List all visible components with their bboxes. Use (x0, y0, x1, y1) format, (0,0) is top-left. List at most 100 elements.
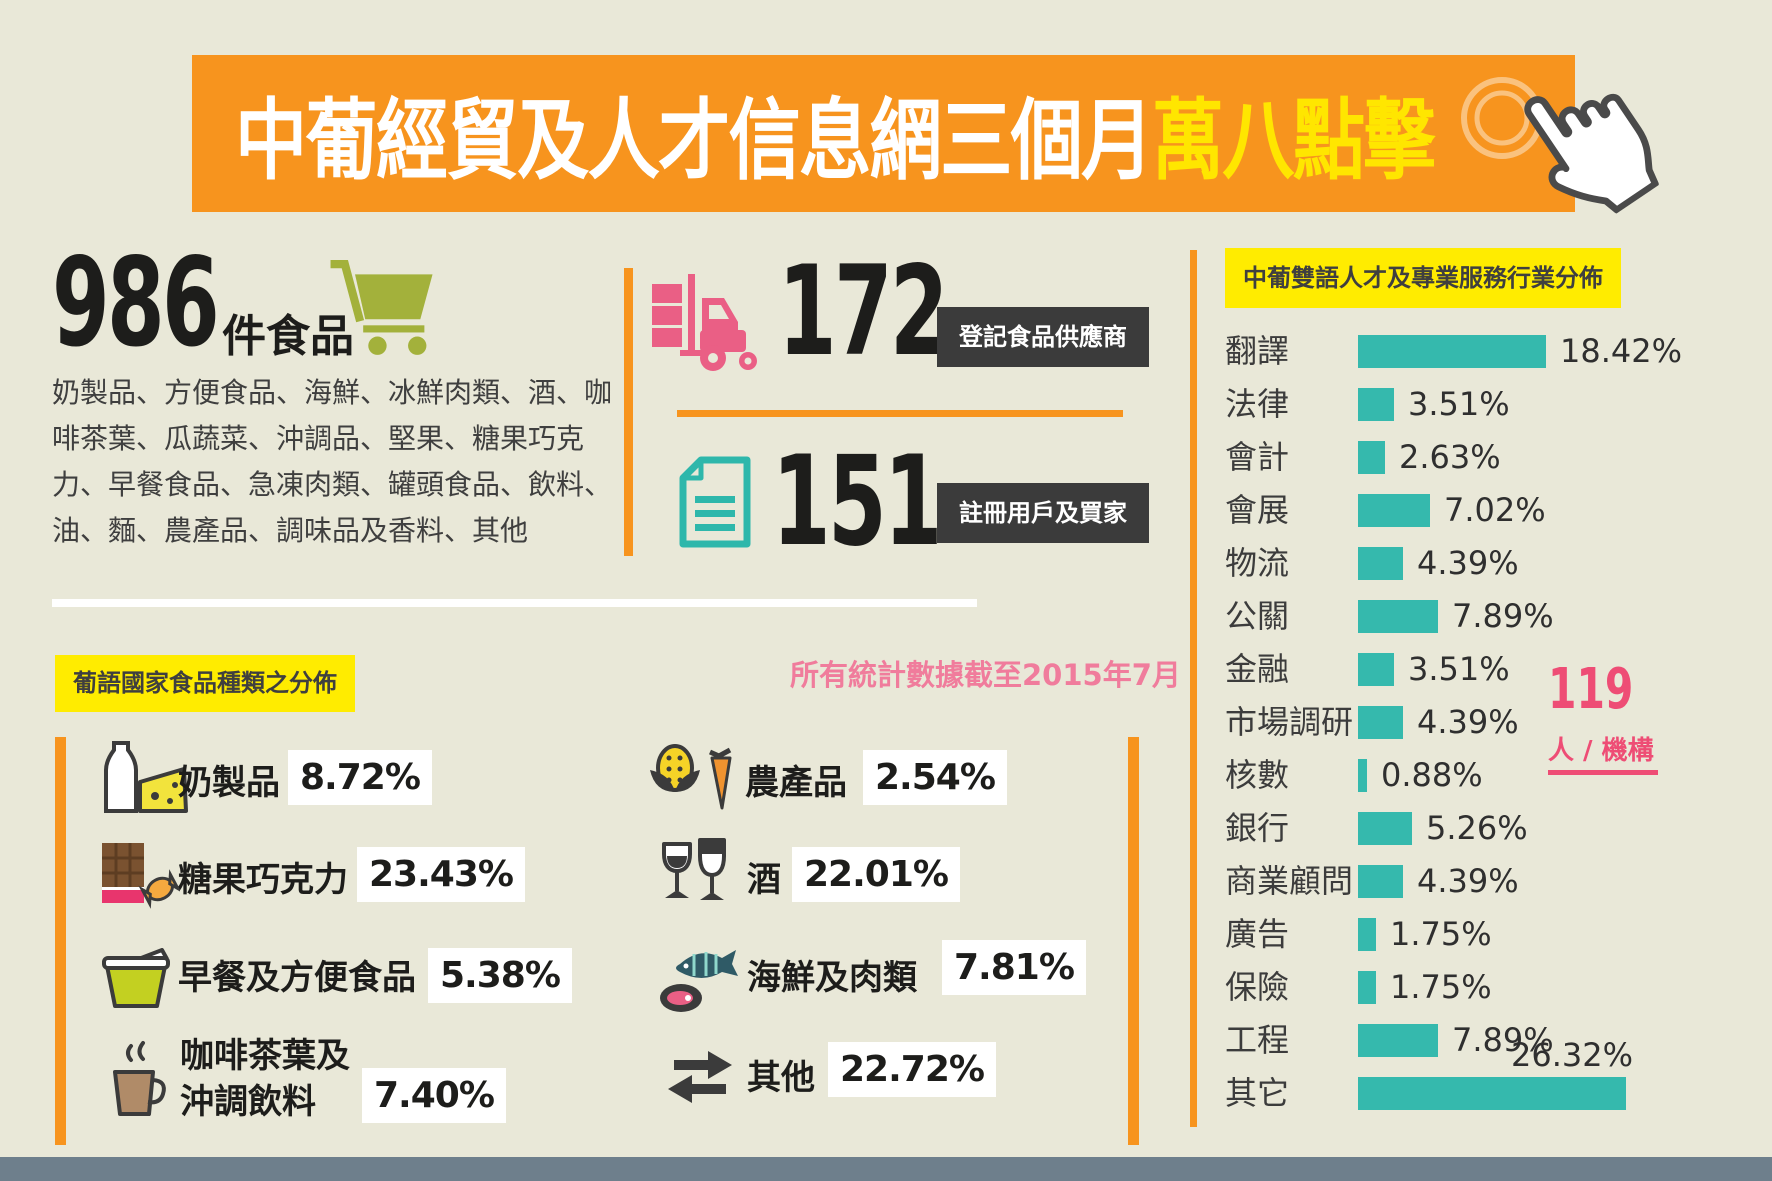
industry-row: 會計 2.63% (1225, 438, 1772, 476)
industry-chart-title: 中葡雙語人才及專業服務行業分佈 (1225, 248, 1621, 308)
industry-row: 市場調研 4.39% (1225, 703, 1772, 741)
suppliers-badge: 登記食品供應商 (937, 307, 1149, 367)
industry-category-label: 商業顧問 (1225, 862, 1354, 900)
industry-row: 會展 7.02% (1225, 491, 1772, 529)
food-item-label: 其他 (747, 1058, 815, 1098)
industry-value-label: 4.39% (1417, 703, 1519, 741)
shopping-cart-icon (330, 260, 433, 355)
industry-value-label: 18.42% (1560, 332, 1683, 370)
industry-category-label: 公關 (1225, 597, 1290, 635)
food-item-value: 22.01% (792, 847, 960, 902)
chocolate-candy-icon (102, 843, 180, 909)
industry-bar (1358, 441, 1385, 474)
food-item-label: 咖啡茶葉及沖調飲料 (180, 1036, 350, 1122)
food-item-value: 23.43% (357, 847, 525, 902)
food-item-value: 7.81% (942, 940, 1086, 995)
industry-category-label: 廣告 (1225, 915, 1290, 953)
page-title-main: 中葡經貿及人才信息網三個月 (235, 89, 1153, 192)
industry-category-label: 銀行 (1225, 809, 1290, 847)
industry-bar (1358, 547, 1403, 580)
food-item-label: 奶製品 (178, 763, 280, 803)
industry-row: 其它 26.32% (1225, 1037, 1772, 1112)
industry-bar (1358, 335, 1546, 368)
food-item-value: 22.72% (828, 1042, 996, 1097)
food-item-value: 7.40% (362, 1068, 506, 1123)
industry-bar (1358, 600, 1438, 633)
industry-value-label: 5.26% (1426, 809, 1528, 847)
industry-bar (1358, 918, 1376, 951)
industry-bar (1358, 706, 1403, 739)
document-icon (679, 456, 751, 548)
food-item-label: 酒 (747, 860, 781, 900)
industry-value-label: 7.02% (1444, 491, 1546, 529)
industry-row: 公關 7.89% (1225, 597, 1772, 635)
industry-section-border (1190, 250, 1197, 1127)
users-badge: 註冊用戶及買家 (937, 483, 1149, 543)
industry-category-label: 保險 (1225, 968, 1290, 1006)
industry-category-label: 會展 (1225, 491, 1290, 529)
seafood-meat-icon (660, 950, 738, 1012)
industry-value-label: 7.89% (1452, 597, 1554, 635)
industry-total-underline (1548, 770, 1658, 775)
industry-bar (1358, 1077, 1626, 1110)
divider-horizontal-orange (677, 410, 1123, 417)
users-count: 151 (772, 430, 943, 574)
transfer-arrows-icon (668, 1051, 732, 1103)
food-item-label: 糖果巧克力 (178, 860, 348, 900)
industry-bar (1358, 971, 1376, 1004)
industry-bar (1358, 865, 1403, 898)
divider-horizontal-white (52, 599, 977, 607)
industry-bar (1358, 494, 1430, 527)
food-items-description: 奶製品、方便食品、海鮮、冰鮮肉類、酒、咖啡茶葉、瓜蔬菜、沖調品、堅果、糖果巧克力… (52, 376, 613, 547)
industry-bar (1358, 653, 1394, 686)
industry-row: 法律 3.51% (1225, 385, 1772, 423)
food-item-value: 2.54% (863, 750, 1007, 805)
industry-row: 金融 3.51% (1225, 650, 1772, 688)
page-title: 中葡經貿及人才信息網三個月 萬八點擊 (235, 55, 1436, 212)
industry-row: 保險 1.75% (1225, 968, 1772, 1006)
instant-food-icon (102, 948, 170, 1008)
statistics-cutoff-note: 所有統計數據截至2015年7月 (790, 658, 1181, 692)
industry-category-label: 核數 (1225, 756, 1290, 794)
industry-value-label: 7.89% (1452, 1021, 1554, 1059)
industry-value-label: 3.51% (1408, 385, 1510, 423)
industry-bar (1358, 759, 1367, 792)
footer-bar (0, 1157, 1772, 1181)
industry-value-label: 1.75% (1390, 915, 1492, 953)
industry-total-count: 119 (1548, 657, 1634, 722)
industry-value-label: 3.51% (1408, 650, 1510, 688)
industry-row: 核數 0.88% (1225, 756, 1772, 794)
food-section-border-left (55, 737, 66, 1145)
industry-row: 商業顧問 4.39% (1225, 862, 1772, 900)
industry-row: 廣告 1.75% (1225, 915, 1772, 953)
industry-bar (1358, 388, 1394, 421)
industry-category-label: 法律 (1225, 385, 1290, 423)
food-item-label: 農產品 (745, 763, 847, 803)
industry-category-label: 物流 (1225, 544, 1290, 582)
divider-vertical-orange (624, 268, 633, 556)
industry-value-label: 26.32% (1511, 1036, 1634, 1074)
milk-cheese-icon (104, 741, 188, 813)
food-section-border-right (1128, 737, 1139, 1145)
industry-value-label: 4.39% (1417, 862, 1519, 900)
wine-icon (662, 838, 726, 900)
header-banner: 中葡經貿及人才信息網三個月 萬八點擊 (192, 55, 1575, 212)
industry-category-label: 工程 (1225, 1021, 1290, 1059)
industry-category-label: 其它 (1225, 1074, 1290, 1112)
page-title-highlight: 萬八點擊 (1151, 89, 1436, 192)
food-item-label: 海鮮及肉類 (747, 958, 917, 998)
industry-row: 工程 7.89% (1225, 1021, 1772, 1059)
industry-category-label: 金融 (1225, 650, 1290, 688)
industry-bar (1358, 1024, 1438, 1057)
hand-cursor-icon (1524, 93, 1659, 214)
suppliers-count: 172 (778, 240, 949, 384)
food-items-unit: 件食品 (222, 311, 354, 362)
industry-bar (1358, 812, 1412, 845)
food-item-label: 早餐及方便食品 (178, 958, 416, 998)
industry-row: 翻譯 18.42% (1225, 332, 1772, 370)
food-chart-title: 葡語國家食品種類之分佈 (55, 655, 355, 712)
industry-value-label: 2.63% (1399, 438, 1501, 476)
produce-icon (650, 744, 732, 810)
industry-row: 物流 4.39% (1225, 544, 1772, 582)
